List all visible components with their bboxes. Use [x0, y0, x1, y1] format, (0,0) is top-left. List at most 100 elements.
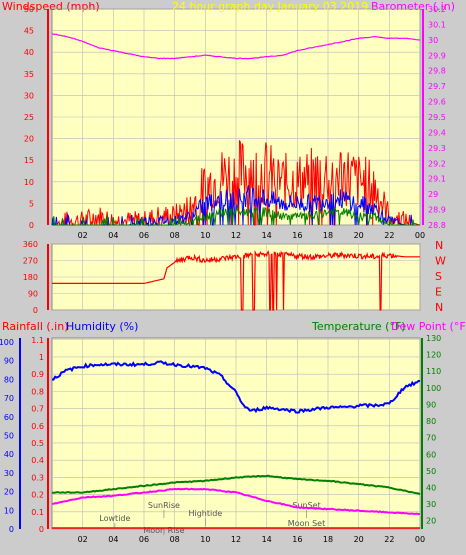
temperature-x-ticks: 02 04 06 08 10 12 14 16 18 20 22 00 [78, 535, 426, 544]
temperature-tick-label: 110 [426, 367, 441, 376]
temperature-tick-label: 80 [426, 417, 436, 426]
compass-label: W [435, 255, 446, 268]
temperature-tick-label: 130 [426, 334, 441, 343]
rainfall-tick-label: 0.5 [31, 439, 44, 448]
barometer-tick-label: 29.8 [428, 67, 446, 76]
wind-low-line [52, 205, 420, 227]
chart-title: 24 hour graph day January 03 2019 [172, 0, 368, 13]
wind-x-tick-label: 08 [170, 231, 180, 240]
wind-x-tick-label: 22 [384, 231, 394, 240]
compass-label: N [435, 301, 443, 314]
temperature-tick-label: 90 [426, 400, 436, 409]
barometer-axis-label: Barometer (.in) [371, 0, 455, 13]
barometer-tick-label: 30.1 [428, 20, 446, 29]
humidity-tick-label: 100 [0, 338, 14, 347]
wind-direction-line [52, 249, 420, 311]
windspeed-ticks: 0 5 10 15 20 25 30 35 40 45 50 [24, 5, 34, 230]
humidity-tick-label: 50 [4, 432, 14, 441]
wind-x-tick-label: 12 [231, 231, 241, 240]
temperature-tick-label: 20 [426, 517, 436, 526]
annotation-label: SunSet [292, 501, 320, 510]
humidity-tick-label: 70 [4, 394, 14, 403]
annotation-label: Hightide [188, 509, 222, 518]
windspeed-tick-label: 15 [24, 156, 34, 165]
windspeed-tick-label: 50 [24, 5, 34, 14]
wind-average-line [51, 185, 420, 227]
humidity-tick-label: 80 [4, 375, 14, 384]
temperature-x-tick-label: 12 [231, 535, 241, 544]
temperature-ticks: 20 30 40 50 60 70 80 90 100 110 120 130 [426, 334, 441, 526]
temperature-x-tick-label: 08 [170, 535, 180, 544]
barometer-tick-label: 28.9 [428, 206, 446, 215]
direction-tick-label: 360 [23, 240, 38, 249]
direction-grid [52, 243, 421, 311]
direction-series [52, 249, 420, 311]
barometer-tick-label: 29.3 [428, 144, 446, 153]
windspeed-tick-label: 40 [24, 48, 34, 57]
barometer-line [51, 33, 421, 60]
temperature-x-tick-label: 04 [108, 535, 118, 544]
humidity-tick-label: 10 [4, 506, 14, 515]
barometer-tick-label: 29.7 [428, 82, 446, 91]
direction-tick-label: 270 [23, 257, 38, 266]
humidity-tick-label: 40 [4, 450, 14, 459]
temperature-tick-label: 70 [426, 434, 436, 443]
annotation-label: Lowtide [99, 514, 130, 523]
temperature-series [51, 360, 421, 529]
temperature-axis-label: Temperature (°F) [311, 320, 406, 333]
wind-x-tick-label: 06 [139, 231, 149, 240]
rainfall-tick-label: 0.3 [31, 473, 44, 482]
annotation-label: SunRise [148, 501, 180, 510]
temperature-x-tick-label: 14 [262, 535, 272, 544]
direction-tick-label: 0 [33, 306, 38, 315]
temperature-tick-label: 120 [426, 351, 441, 360]
rainfall-tick-label: 0.4 [31, 456, 44, 465]
humidity-tick-label: 30 [4, 469, 14, 478]
wind-series [51, 33, 421, 227]
rainfall-tick-label: 0.6 [31, 422, 44, 431]
rainfall-axis-label: Rainfall (.in) [2, 320, 69, 333]
humidity-tick-label: 20 [4, 488, 14, 497]
windspeed-tick-label: 5 [29, 199, 34, 208]
barometer-tick-label: 30 [428, 36, 438, 45]
barometer-tick-label: 28.8 [428, 221, 446, 230]
barometer-tick-label: 29.5 [428, 113, 446, 122]
rainfall-tick-label: 0.2 [31, 491, 44, 500]
windspeed-tick-label: 10 [24, 178, 34, 187]
windspeed-tick-label: 20 [24, 135, 34, 144]
barometer-tick-label: 29.2 [428, 159, 446, 168]
wind-x-tick-label: 14 [262, 231, 272, 240]
barometer-ticks: 28.8 28.9 29 29.1 29.2 29.3 29.4 29.5 29.6 29.7 29… [428, 5, 446, 230]
rainfall-tick-label: 0.9 [31, 370, 44, 379]
direction-tick-label: 180 [23, 273, 38, 282]
windspeed-tick-label: 25 [24, 113, 34, 122]
rainfall-tick-label: 0.1 [31, 508, 44, 517]
barometer-tick-label: 29.4 [428, 128, 446, 137]
rainfall-tick-label: 1 [39, 353, 44, 362]
windspeed-tick-label: 0 [29, 221, 34, 230]
compass-label: E [435, 286, 442, 299]
temperature-x-tick-label: 06 [139, 535, 149, 544]
temperature-x-tick-label: 16 [292, 535, 302, 544]
wind-x-tick-label: 10 [200, 231, 210, 240]
temperature-x-tick-label: 00 [415, 535, 425, 544]
barometer-tick-label: 29.1 [428, 175, 446, 184]
windspeed-tick-label: 30 [24, 91, 34, 100]
humidity-tick-label: 90 [4, 357, 14, 366]
rainfall-tick-label: 1.1 [31, 336, 44, 345]
temperature-x-tick-label: 22 [384, 535, 394, 544]
wind-grid [52, 8, 421, 226]
humidity-tick-label: 0 [9, 525, 14, 534]
wind-x-tick-label: 02 [78, 231, 88, 240]
humidity-tick-label: 60 [4, 413, 14, 422]
temperature-tick-label: 50 [426, 467, 436, 476]
rainfall-tick-label: 0.8 [31, 387, 44, 396]
wind-x-tick-label: 04 [108, 231, 118, 240]
temperature-tick-label: 30 [426, 500, 436, 509]
windspeed-axis-label: Windspeed (mph) [2, 0, 100, 13]
rainfall-tick-label: 0.7 [31, 405, 44, 414]
annotation-label: Moon Set [288, 519, 325, 528]
